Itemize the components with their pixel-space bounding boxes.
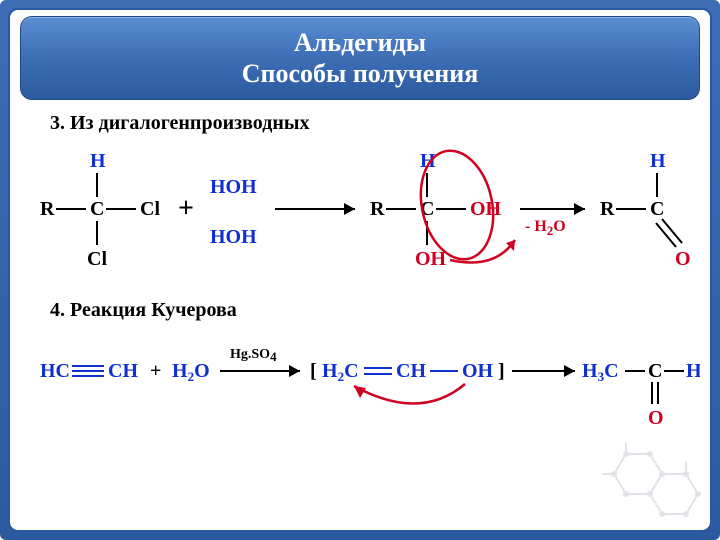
r2-bracket-l: [ xyxy=(310,360,317,382)
r1-HOH-1: HOH xyxy=(210,176,257,198)
r2-arrow-1-head xyxy=(289,365,300,377)
section-4-title: 4. Реакция Кучерова xyxy=(50,299,710,322)
watermark-molecule-icon xyxy=(584,434,704,524)
r2-CH: CH xyxy=(108,360,138,382)
slide-outer-frame: Альдегиды Способы получения 3. Из дигало… xyxy=(0,0,720,540)
slide-header: Альдегиды Способы получения xyxy=(20,16,700,100)
r1-Cl-top: Cl xyxy=(140,198,160,220)
r1-prod-O: O xyxy=(675,248,691,270)
r2-int-oh: OH xyxy=(462,360,494,382)
r1-prod-H: H xyxy=(650,150,666,172)
r2-prod-o: O xyxy=(648,407,664,429)
header-title-line2: Способы получения xyxy=(21,58,699,89)
r1-C: C xyxy=(90,198,104,220)
section-3-title: 3. Из дигалогенпроизводных xyxy=(50,112,710,135)
r1-prod-C: C xyxy=(650,198,664,220)
r1-R: R xyxy=(40,198,55,220)
r1-arrow-1-head xyxy=(344,203,355,215)
r1-prod-bond-C-O-b xyxy=(656,223,676,247)
r2-arrow-2-head xyxy=(564,365,575,377)
r1-int-OH-top: OH xyxy=(470,198,502,220)
r2-catalyst: Hg.SO4 xyxy=(230,347,277,364)
r1-H: H xyxy=(90,150,106,172)
r1-int-R: R xyxy=(370,198,385,220)
r2-int-h2c: H2C xyxy=(322,360,359,384)
slide-inner-frame: Альдегиды Способы получения 3. Из дигало… xyxy=(8,8,712,532)
r2-prod-c: C xyxy=(648,360,662,382)
r2-plus: + xyxy=(150,360,161,382)
r2-HC: HC xyxy=(40,360,70,382)
r1-minus-h2o: - H2O xyxy=(525,218,566,238)
reaction-1-diagram: R C H Cl Cl + HOH HOH xyxy=(20,135,700,285)
r1-HOH-2: HOH xyxy=(210,226,257,248)
r2-red-curve xyxy=(354,384,465,404)
r2-prod-h: H xyxy=(686,360,700,382)
r1-plus: + xyxy=(178,193,194,224)
r1-Cl-bottom: Cl xyxy=(87,248,107,270)
r1-int-H: H xyxy=(420,150,436,172)
r1-prod-R: R xyxy=(600,198,615,220)
r2-water: H2O xyxy=(172,360,210,384)
r2-prod-h3c: H3C xyxy=(582,360,619,384)
r1-int-OH-bottom: OH xyxy=(415,248,447,270)
header-title-line1: Альдегиды xyxy=(21,27,699,58)
r2-int-ch: CH xyxy=(396,360,426,382)
reaction-2-diagram: HC CH + H2O Hg.SO4 [ H2C CH OH ] xyxy=(20,322,700,452)
r2-bracket-r: ] xyxy=(498,360,505,382)
slide-content: 3. Из дигалогенпроизводных R C H Cl Cl + xyxy=(10,112,710,452)
r1-prod-bond-C-O-a xyxy=(662,219,682,243)
r1-arrow-2-head xyxy=(574,203,585,215)
